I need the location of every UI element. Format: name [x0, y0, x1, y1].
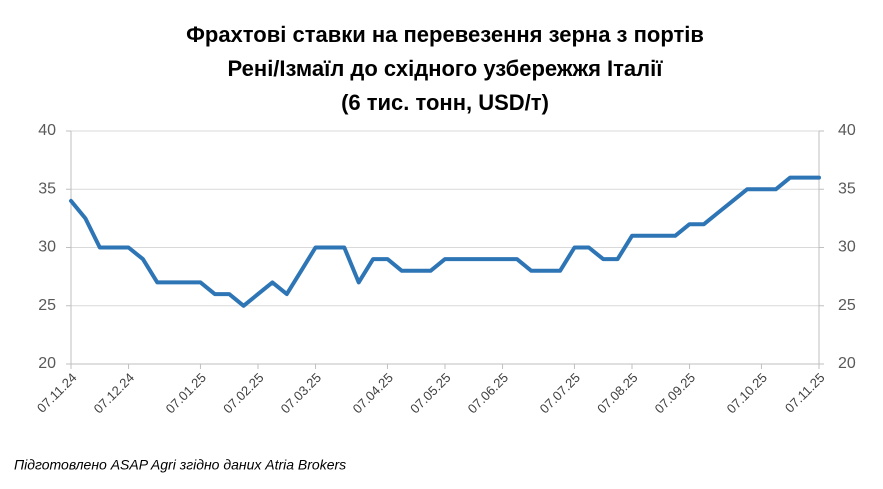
y-tick-label: 25	[38, 297, 56, 314]
y-tick-label: 20	[38, 355, 56, 372]
x-tick-label: 07.06.25	[465, 370, 511, 416]
x-tick-label: 07.02.25	[220, 370, 266, 416]
data-line	[69, 175, 821, 308]
chart-title: (6 тис. тонн, USD/т)	[341, 90, 549, 115]
y2-tick-label: 30	[838, 239, 856, 256]
x-tick-label: 07.07.25	[537, 370, 583, 416]
x-tick-label: 07.11.24	[34, 370, 80, 416]
x-tick-label: 07.01.25	[163, 370, 209, 416]
y-tick-label: 30	[38, 239, 56, 256]
x-tick-label: 07.08.25	[594, 370, 640, 416]
x-tick-label: 07.05.25	[407, 370, 453, 416]
x-tick-label: 07.03.25	[278, 370, 324, 416]
source-note: Підготовлено ASAP Agri згідно даних Atri…	[14, 457, 346, 473]
y-tick-label: 40	[38, 122, 56, 139]
y2-tick-label: 35	[838, 180, 856, 197]
y-tick-label: 35	[38, 180, 56, 197]
x-tick-label: 07.04.25	[350, 370, 396, 416]
chart-title: Рені/Ізмаїл до східного узбережжя Італії	[228, 56, 664, 81]
x-tick-label: 07.10.25	[724, 370, 770, 416]
chart-title: Фрахтові ставки на перевезення зерна з п…	[186, 22, 704, 47]
y2-tick-label: 25	[838, 297, 856, 314]
y2-tick-label: 20	[838, 355, 856, 372]
x-tick-label: 07.12.24	[91, 370, 137, 416]
x-tick-label: 07.11.25	[782, 370, 828, 416]
y2-tick-label: 40	[838, 122, 856, 139]
x-tick-label: 07.09.25	[652, 370, 698, 416]
